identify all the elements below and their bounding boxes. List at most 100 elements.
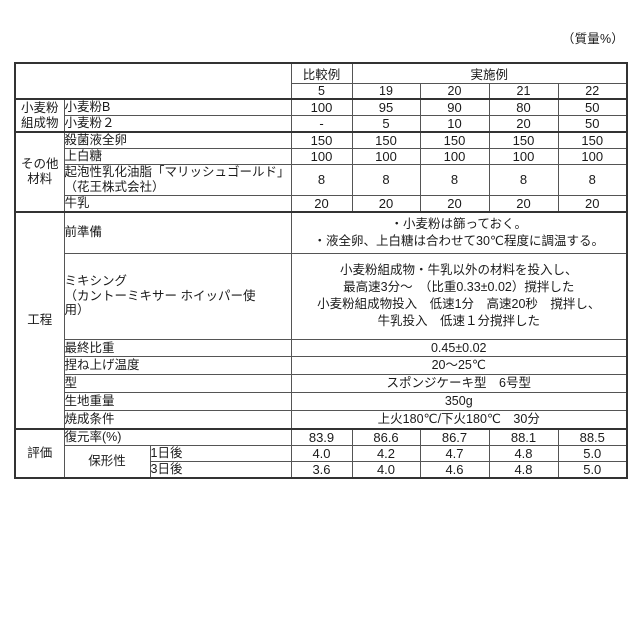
cell-day3-5: 3.6 (291, 461, 352, 478)
table-row: 小麦粉 組成物 小麦粉B 100 95 90 80 50 (15, 99, 627, 116)
cell-flour-b-19: 95 (352, 99, 420, 116)
cell-day1-5: 4.0 (291, 445, 352, 461)
mixing-line-2: 最高速3分～ （比重0.33±0.02）撹拌した (292, 279, 627, 296)
row-label-mold: 型 (64, 375, 291, 393)
table-header-row-group: 比較例 実施例 (15, 63, 627, 84)
cell-oil-5: 8 (291, 165, 352, 196)
cell-flour-2-21: 20 (489, 116, 558, 133)
table-row: 捏ね上げ温度 20～25℃ (15, 357, 627, 375)
group-label-line-1: その他 (16, 157, 64, 172)
cell-sugar-5: 100 (291, 149, 352, 165)
cell-sugar-22: 100 (558, 149, 627, 165)
cell-day1-21: 4.8 (489, 445, 558, 461)
cell-recovery-19: 86.6 (352, 429, 420, 446)
header-col-22: 22 (558, 84, 627, 100)
table-row: 最終比重 0.45±0.02 (15, 339, 627, 357)
document-page: （質量%） 比較例 実施例 5 19 20 21 (0, 0, 640, 640)
cell-final-specific-gravity: 0.45±0.02 (291, 339, 627, 357)
header-example-label: 実施例 (352, 63, 627, 84)
row-label-dough-weight: 生地重量 (64, 393, 291, 411)
cell-milk-19: 20 (352, 195, 420, 212)
row-label-flour-2: 小麦粉２ (64, 116, 291, 133)
mixing-line-3: 小麦粉組成物投入 低速1分 高速20秒 撹拌し、 (292, 296, 627, 313)
cell-recovery-20: 86.7 (420, 429, 489, 446)
cell-day3-21: 4.8 (489, 461, 558, 478)
cell-day1-20: 4.7 (420, 445, 489, 461)
preparation-line-2: ・液全卵、上白糖は合わせて30℃程度に調温する。 (292, 233, 627, 250)
cell-milk-5: 20 (291, 195, 352, 212)
row-label-recovery-rate: 復元率(%) (64, 429, 291, 446)
cell-oil-22: 8 (558, 165, 627, 196)
cell-day3-22: 5.0 (558, 461, 627, 478)
cell-sugar-19: 100 (352, 149, 420, 165)
mixing-label-line-1: ミキシング (65, 274, 291, 289)
mixing-line-1: 小麦粉組成物・牛乳以外の材料を投入し、 (292, 262, 627, 279)
table-row: その他 材料 殺菌液全卵 150 150 150 150 150 (15, 132, 627, 149)
row-label-line-1: 起泡性乳化油脂「マリッシュゴールド」 (65, 165, 291, 180)
unit-note: （質量%） (562, 33, 624, 46)
cell-flour-2-22: 50 (558, 116, 627, 133)
table-row: 上白糖 100 100 100 100 100 (15, 149, 627, 165)
cell-recovery-21: 88.1 (489, 429, 558, 446)
cell-day3-20: 4.6 (420, 461, 489, 478)
cell-egg-20: 150 (420, 132, 489, 149)
cell-flour-2-19: 5 (352, 116, 420, 133)
table-row: 評価 復元率(%) 83.9 86.6 86.7 88.1 88.5 (15, 429, 627, 446)
group-label-evaluation: 評価 (15, 429, 64, 478)
cell-milk-22: 20 (558, 195, 627, 212)
row-label-mixing: ミキシング （カントーミキサー ホイッパー使 用） (64, 253, 291, 339)
cell-egg-5: 150 (291, 132, 352, 149)
header-comparative-label: 比較例 (291, 63, 352, 84)
cell-flour-2-5: - (291, 116, 352, 133)
row-label-preparation: 前準備 (64, 212, 291, 254)
header-col-21: 21 (489, 84, 558, 100)
row-label-foaming-emulsified-oil: 起泡性乳化油脂「マリッシュゴールド」 （花王株式会社） (64, 165, 291, 196)
cell-flour-b-21: 80 (489, 99, 558, 116)
table-row: 焼成条件 上火180℃/下火180℃ 30分 (15, 411, 627, 429)
row-label-flour-b: 小麦粉B (64, 99, 291, 116)
cell-mold: スポンジケーキ型 6号型 (291, 375, 627, 393)
row-label-dough-temperature: 捏ね上げ温度 (64, 357, 291, 375)
cell-oil-19: 8 (352, 165, 420, 196)
group-label-other-materials: その他 材料 (15, 132, 64, 212)
table-row: 型 スポンジケーキ型 6号型 (15, 375, 627, 393)
row-sublabel-day3: 3日後 (150, 461, 291, 478)
group-label-line-2: 材料 (16, 172, 64, 187)
header-corner-blank (15, 63, 291, 99)
cell-recovery-5: 83.9 (291, 429, 352, 446)
row-label-shape-retention: 保形性 (64, 445, 150, 478)
mixing-label-line-2: （カントーミキサー ホイッパー使 (65, 289, 291, 304)
cell-flour-b-20: 90 (420, 99, 489, 116)
cell-egg-21: 150 (489, 132, 558, 149)
table-row: 生地重量 350g (15, 393, 627, 411)
row-label-final-specific-gravity: 最終比重 (64, 339, 291, 357)
header-col-19: 19 (352, 84, 420, 100)
cell-baking-conditions: 上火180℃/下火180℃ 30分 (291, 411, 627, 429)
formulation-results-table: 比較例 実施例 5 19 20 21 22 小麦粉 組成物 小麦粉B 100 9… (14, 62, 628, 479)
table-row: 小麦粉２ - 5 10 20 50 (15, 116, 627, 133)
row-label-line-2: （花王株式会社） (65, 180, 291, 195)
table-row: ミキシング （カントーミキサー ホイッパー使 用） 小麦粉組成物・牛乳以外の材料… (15, 253, 627, 339)
table-row: 牛乳 20 20 20 20 20 (15, 195, 627, 212)
cell-sugar-20: 100 (420, 149, 489, 165)
cell-flour-b-5: 100 (291, 99, 352, 116)
cell-day1-22: 5.0 (558, 445, 627, 461)
cell-preparation-text: ・小麦粉は篩っておく。 ・液全卵、上白糖は合わせて30℃程度に調温する。 (291, 212, 627, 254)
cell-day3-19: 4.0 (352, 461, 420, 478)
header-col-5: 5 (291, 84, 352, 100)
cell-dough-temperature: 20～25℃ (291, 357, 627, 375)
group-label-line-2: 組成物 (16, 116, 64, 131)
row-label-sugar: 上白糖 (64, 149, 291, 165)
cell-flour-b-22: 50 (558, 99, 627, 116)
row-sublabel-day1: 1日後 (150, 445, 291, 461)
cell-oil-21: 8 (489, 165, 558, 196)
group-label-line-1: 小麦粉 (16, 101, 64, 116)
mixing-label-line-3: 用） (65, 303, 291, 318)
cell-milk-21: 20 (489, 195, 558, 212)
cell-oil-20: 8 (420, 165, 489, 196)
cell-mixing-text: 小麦粉組成物・牛乳以外の材料を投入し、 最高速3分～ （比重0.33±0.02）… (291, 253, 627, 339)
row-label-pasteurized-whole-egg: 殺菌液全卵 (64, 132, 291, 149)
cell-sugar-21: 100 (489, 149, 558, 165)
header-col-20: 20 (420, 84, 489, 100)
table-row: 工程 前準備 ・小麦粉は篩っておく。 ・液全卵、上白糖は合わせて30℃程度に調温… (15, 212, 627, 254)
